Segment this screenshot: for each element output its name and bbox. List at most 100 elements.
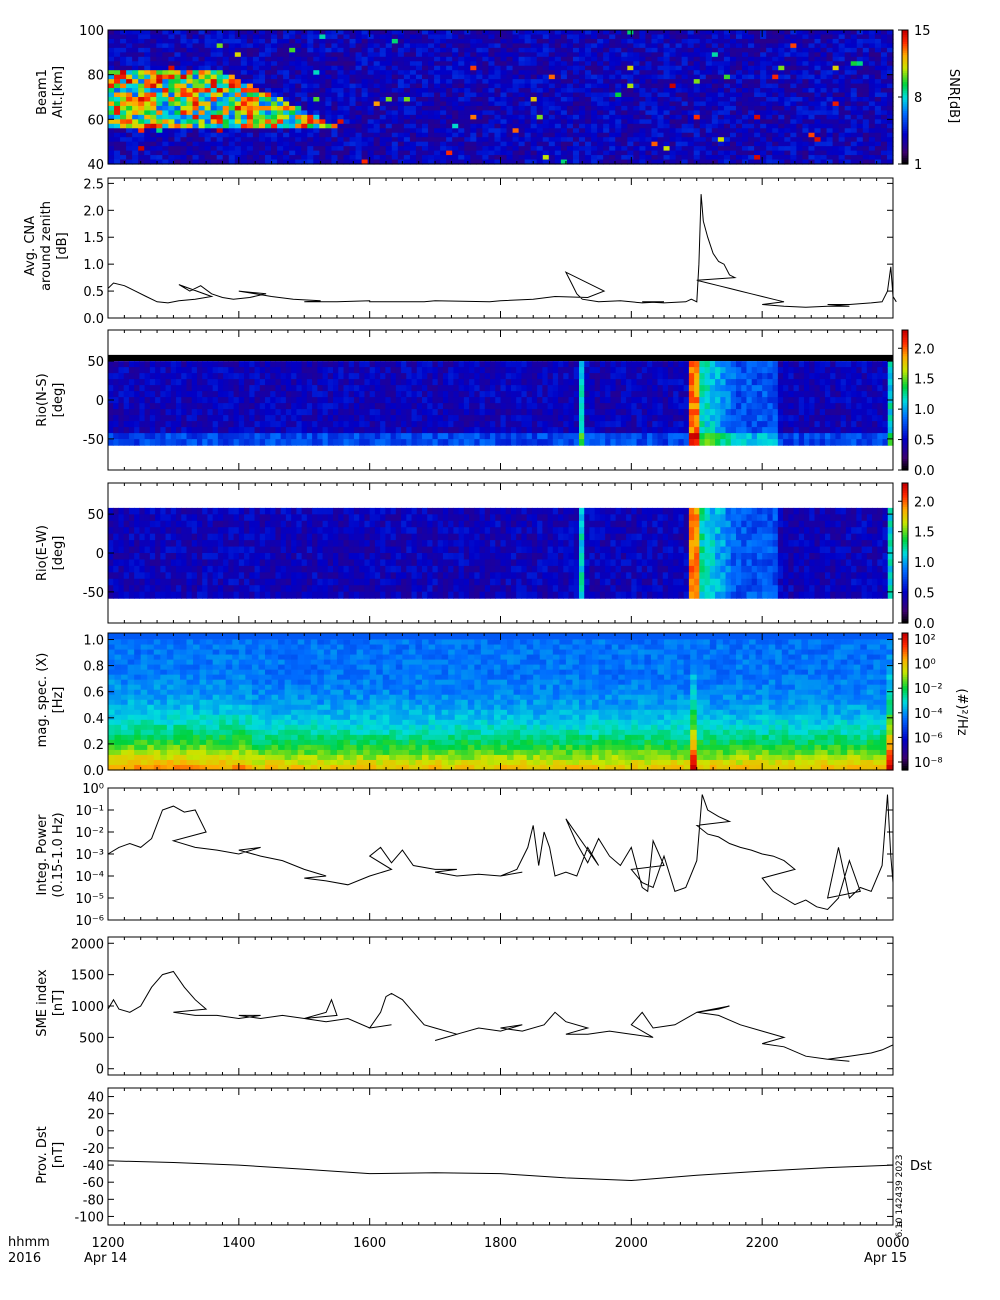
snr-cell bbox=[784, 132, 791, 138]
snr-cell bbox=[198, 110, 206, 116]
snr-cell bbox=[748, 123, 755, 129]
snr-cell bbox=[615, 105, 622, 111]
rio-ns-cell bbox=[306, 433, 313, 440]
snr-cell bbox=[204, 141, 212, 147]
snr-cell bbox=[790, 52, 797, 58]
snr-cell bbox=[470, 146, 477, 152]
snr-cell bbox=[494, 65, 502, 71]
snr-cell bbox=[216, 38, 224, 44]
snr-cell bbox=[180, 141, 188, 147]
snr-cell bbox=[192, 70, 200, 76]
snr-cell bbox=[234, 92, 242, 98]
rio-ns-cell bbox=[202, 427, 209, 434]
snr-cell bbox=[506, 132, 514, 138]
snr-cell bbox=[397, 92, 405, 98]
snr-cell bbox=[446, 65, 453, 71]
snr-cell bbox=[627, 105, 634, 111]
snr-cell bbox=[446, 52, 453, 58]
snr-cell bbox=[838, 47, 846, 53]
snr-cell bbox=[186, 88, 194, 94]
snr-cell bbox=[337, 92, 345, 98]
snr-cell bbox=[246, 123, 254, 129]
snr-cell bbox=[373, 88, 381, 94]
rio-ns-cell bbox=[113, 367, 120, 374]
rio-ns-cell bbox=[317, 379, 324, 386]
snr-cell bbox=[669, 141, 677, 147]
rio-ns-cell bbox=[181, 367, 188, 374]
snr-cell bbox=[222, 141, 230, 147]
rio-ns-cell bbox=[301, 391, 308, 398]
snr-cell bbox=[639, 155, 647, 161]
snr-cell bbox=[838, 30, 846, 36]
snr-cell bbox=[422, 123, 429, 129]
snr-cell bbox=[373, 146, 381, 152]
rio-ns-cell bbox=[118, 433, 125, 440]
rio-ns-cell bbox=[181, 433, 188, 440]
snr-cell bbox=[512, 101, 520, 107]
snr-cell bbox=[657, 97, 665, 103]
rio-ns-cell bbox=[128, 403, 135, 410]
snr-cell bbox=[476, 123, 483, 129]
snr-cell bbox=[669, 146, 677, 152]
rio-ns-cell bbox=[108, 415, 114, 422]
snr-cell bbox=[458, 47, 465, 53]
snr-cell bbox=[283, 61, 290, 67]
snr-cell bbox=[699, 114, 707, 120]
snr-cell bbox=[494, 128, 502, 134]
snr-cell bbox=[669, 97, 677, 103]
snr-cell bbox=[397, 83, 405, 89]
rio-ns-cell bbox=[249, 403, 256, 410]
rio-ns-cell bbox=[369, 367, 376, 374]
snr-cell bbox=[271, 105, 278, 111]
snr-cell bbox=[494, 155, 502, 161]
snr-cell bbox=[373, 34, 381, 40]
snr-cell bbox=[198, 159, 206, 165]
snr-cell bbox=[621, 56, 628, 62]
snr-cell bbox=[120, 79, 127, 85]
snr-cell bbox=[180, 110, 188, 116]
snr-cell bbox=[621, 65, 628, 71]
rio-ns-cell bbox=[364, 385, 371, 392]
snr-cell bbox=[699, 119, 707, 125]
snr-cell bbox=[470, 155, 477, 161]
snr-cell bbox=[367, 119, 375, 125]
rio-ns-cell bbox=[338, 391, 345, 398]
snr-cell bbox=[307, 141, 314, 147]
rio-ns-cell bbox=[123, 385, 130, 392]
snr-cell bbox=[597, 52, 604, 58]
snr-cell bbox=[168, 52, 176, 58]
snr-cell bbox=[748, 132, 755, 138]
snr-cell bbox=[814, 141, 822, 147]
rio-ns-cell bbox=[275, 433, 282, 440]
snr-cell bbox=[844, 146, 852, 152]
snr-cell bbox=[409, 30, 417, 36]
snr-cell bbox=[488, 34, 496, 40]
snr-cell bbox=[651, 43, 659, 49]
snr-cell bbox=[228, 97, 236, 103]
snr-cell bbox=[156, 141, 163, 147]
snr-cell bbox=[271, 114, 278, 120]
snr-cell bbox=[530, 70, 538, 76]
snr-cell bbox=[651, 132, 659, 138]
snr-cell bbox=[681, 88, 689, 94]
snr-cell bbox=[373, 65, 381, 71]
snr-cell bbox=[663, 88, 671, 94]
snr-cell bbox=[844, 74, 852, 80]
rio-ns-cell bbox=[395, 439, 402, 446]
rio-ns-cell bbox=[359, 433, 366, 440]
snr-cell bbox=[874, 74, 882, 80]
rio-ns-cell bbox=[249, 361, 256, 368]
snr-cell bbox=[675, 38, 683, 44]
snr-cell bbox=[639, 43, 647, 49]
rio-ns-cell bbox=[401, 361, 407, 368]
rio-ns-cell bbox=[217, 385, 224, 392]
snr-cell bbox=[850, 34, 858, 40]
snr-cell bbox=[693, 38, 701, 44]
snr-cell bbox=[210, 119, 218, 125]
snr-cell bbox=[283, 123, 290, 129]
rio-ns-cell bbox=[390, 397, 397, 404]
snr-colorbar-swatch bbox=[902, 56, 908, 60]
snr-cell bbox=[476, 155, 483, 161]
snr-cell bbox=[482, 101, 490, 107]
snr-cell bbox=[258, 119, 266, 125]
